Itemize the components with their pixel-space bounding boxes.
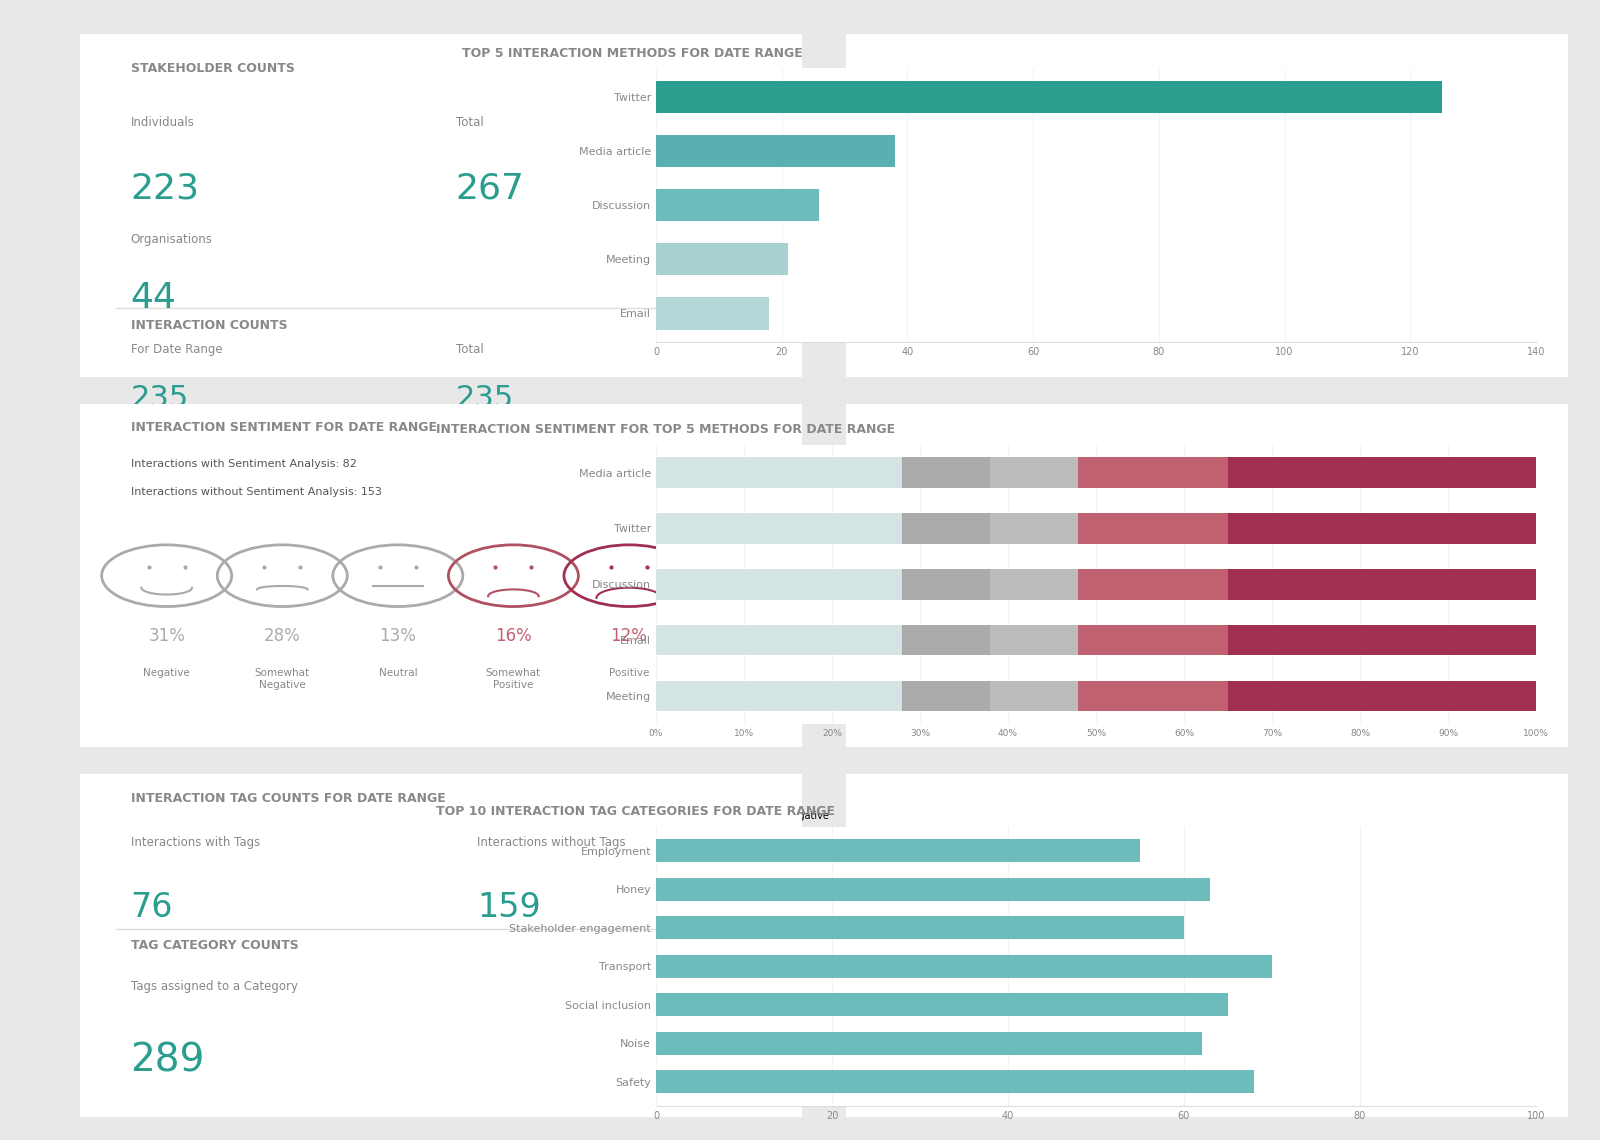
Bar — [990, 513, 1078, 544]
Text: INTERACTION TAG COUNTS FOR DATE RANGE: INTERACTION TAG COUNTS FOR DATE RANGE — [131, 791, 445, 805]
Bar — [656, 917, 1184, 939]
Bar — [1229, 457, 1536, 488]
Text: Interactions without Tags: Interactions without Tags — [477, 836, 626, 849]
Bar — [656, 243, 787, 276]
Bar — [656, 993, 1229, 1016]
Text: TOP 10 INTERACTION TAG CATEGORIES FOR DATE RANGE: TOP 10 INTERACTION TAG CATEGORIES FOR DA… — [435, 805, 835, 819]
Text: INTERACTION SENTIMENT FOR DATE RANGE: INTERACTION SENTIMENT FOR DATE RANGE — [131, 422, 437, 434]
Text: 159: 159 — [477, 891, 541, 925]
Text: INTERACTION SENTIMENT FOR TOP 5 METHODS FOR DATE RANGE: INTERACTION SENTIMENT FOR TOP 5 METHODS … — [435, 423, 894, 437]
Bar — [656, 681, 902, 711]
Text: 13%: 13% — [379, 627, 416, 645]
Bar — [902, 457, 990, 488]
Bar — [656, 298, 770, 329]
Text: 289: 289 — [131, 1042, 205, 1080]
Text: Organisations: Organisations — [131, 233, 213, 246]
Text: Neutral: Neutral — [379, 668, 418, 678]
Bar — [656, 1070, 1254, 1093]
Bar — [990, 457, 1078, 488]
Text: Somewhat
Positive: Somewhat Positive — [486, 668, 541, 690]
Bar — [902, 681, 990, 711]
Bar — [656, 513, 902, 544]
Text: 223: 223 — [131, 171, 200, 205]
Text: 235: 235 — [131, 384, 189, 413]
Bar — [1078, 457, 1229, 488]
Bar — [902, 569, 990, 600]
Text: 16%: 16% — [494, 627, 531, 645]
Text: 76: 76 — [131, 891, 173, 925]
Text: Somewhat
Negative: Somewhat Negative — [254, 668, 310, 690]
Text: 12%: 12% — [611, 627, 648, 645]
Text: Individuals: Individuals — [131, 116, 195, 130]
Bar — [902, 513, 990, 544]
Bar — [656, 839, 1139, 862]
Bar — [656, 878, 1211, 901]
Bar — [656, 457, 902, 488]
Bar — [656, 1032, 1202, 1054]
Text: TOP 5 INTERACTION METHODS FOR DATE RANGE: TOP 5 INTERACTION METHODS FOR DATE RANGE — [462, 47, 803, 60]
Bar — [656, 569, 902, 600]
Bar — [1078, 513, 1229, 544]
Bar — [656, 135, 894, 168]
Bar — [990, 569, 1078, 600]
Text: 235: 235 — [456, 384, 514, 413]
Bar — [656, 81, 1442, 113]
Text: Interactions without Sentiment Analysis: 153: Interactions without Sentiment Analysis:… — [131, 487, 381, 497]
Text: Total: Total — [456, 343, 483, 356]
Bar — [990, 681, 1078, 711]
Text: Interactions with Tags: Interactions with Tags — [131, 836, 259, 849]
Bar — [1229, 513, 1536, 544]
Text: For Date Range: For Date Range — [131, 343, 222, 356]
Bar — [1078, 625, 1229, 655]
Legend: Negative, Somewhat Negative, Neutral, Somewhat Positive, Positive: Negative, Somewhat Negative, Neutral, So… — [762, 807, 1254, 825]
Text: 44: 44 — [131, 280, 176, 315]
Bar — [1078, 569, 1229, 600]
Text: 267: 267 — [456, 171, 525, 205]
Bar — [1078, 681, 1229, 711]
Text: Total: Total — [456, 116, 483, 130]
Text: TAG CATEGORY COUNTS: TAG CATEGORY COUNTS — [131, 939, 298, 952]
Bar — [902, 625, 990, 655]
Bar — [1229, 625, 1536, 655]
Text: Tags assigned to a Category: Tags assigned to a Category — [131, 980, 298, 993]
Text: 31%: 31% — [149, 627, 186, 645]
Bar — [656, 625, 902, 655]
Bar — [1229, 569, 1536, 600]
Text: Positive: Positive — [608, 668, 650, 678]
Bar — [990, 625, 1078, 655]
Text: STAKEHOLDER COUNTS: STAKEHOLDER COUNTS — [131, 62, 294, 74]
Text: Interactions with Sentiment Analysis: 82: Interactions with Sentiment Analysis: 82 — [131, 459, 357, 470]
Bar — [656, 189, 819, 221]
Text: 28%: 28% — [264, 627, 301, 645]
Text: INTERACTION COUNTS: INTERACTION COUNTS — [131, 319, 286, 332]
Bar — [1229, 681, 1536, 711]
Bar — [656, 954, 1272, 978]
Text: Negative: Negative — [144, 668, 190, 678]
